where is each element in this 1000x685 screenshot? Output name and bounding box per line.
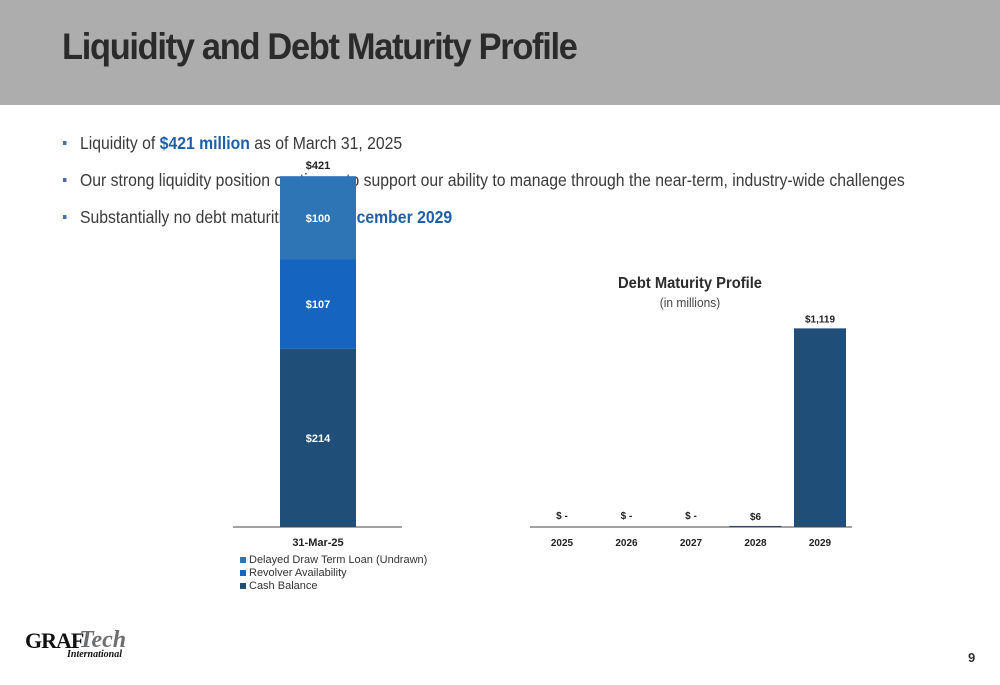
bullet-liquidity: Liquidity of $421 million as of March 31… [62, 133, 905, 170]
legend-item-cash-balance: Cash Balance [240, 579, 427, 592]
data-label: $ - [556, 511, 568, 522]
data-label: $1,119 [805, 314, 835, 325]
bullet-text: as of March 31, 2025 [249, 133, 403, 153]
legend-label: Delayed Draw Term Loan (Undrawn) [249, 553, 428, 566]
bar [794, 328, 846, 527]
page-number: 9 [968, 650, 976, 665]
data-label: $ - [621, 511, 633, 522]
bullet-highlight: December 2029 [336, 207, 453, 227]
liquidity-legend: Delayed Draw Term Loan (Undrawn) Revolve… [240, 553, 427, 592]
legend-swatch [240, 582, 246, 589]
bullet-highlight: $421 million [159, 133, 250, 153]
data-label: $100 [306, 213, 330, 225]
legend-label: Cash Balance [249, 579, 318, 592]
company-logo: GRAF Tech International [25, 627, 127, 662]
page-title: Liquidity and Debt Maturity Profile [62, 26, 578, 67]
legend-swatch [240, 569, 246, 576]
legend-swatch [240, 556, 246, 563]
stacked-bar-segment [280, 176, 356, 260]
legend-label: Revolver Availability [249, 566, 347, 579]
stacked-bar-segment [280, 259, 356, 349]
total-label: $421 [306, 160, 330, 172]
bar [729, 525, 782, 527]
stacked-bar-segment [280, 348, 356, 527]
header-bar [0, 0, 1000, 105]
data-label: $6 [750, 512, 762, 523]
x-tick-label: 2026 [615, 538, 638, 549]
logo-text: Tech [79, 627, 127, 653]
data-label: $ - [685, 511, 697, 522]
data-label: $107 [306, 299, 330, 311]
x-tick-label: 2025 [551, 538, 574, 549]
logo-text: GRAF [25, 628, 84, 653]
bullet-debt-maturities: Substantially no debt maturities until D… [62, 207, 905, 244]
bullet-text: Substantially no debt maturities until [80, 207, 337, 227]
x-tick-label: 2027 [680, 538, 703, 549]
x-tick-label: 2029 [809, 538, 832, 549]
debt-chart-subtitle: (in millions) [659, 295, 721, 310]
legend-item-delayed-draw: Delayed Draw Term Loan (Undrawn) [240, 553, 427, 566]
bullet-text: Liquidity of [80, 133, 160, 153]
legend-item-revolver: Revolver Availability [240, 566, 427, 579]
debt-chart-title: Debt Maturity Profile [618, 275, 762, 292]
x-tick-label: 31-Mar-25 [292, 537, 343, 549]
logo-text: International [67, 649, 123, 660]
data-label: $214 [306, 433, 331, 445]
x-tick-label: 2028 [744, 538, 767, 549]
